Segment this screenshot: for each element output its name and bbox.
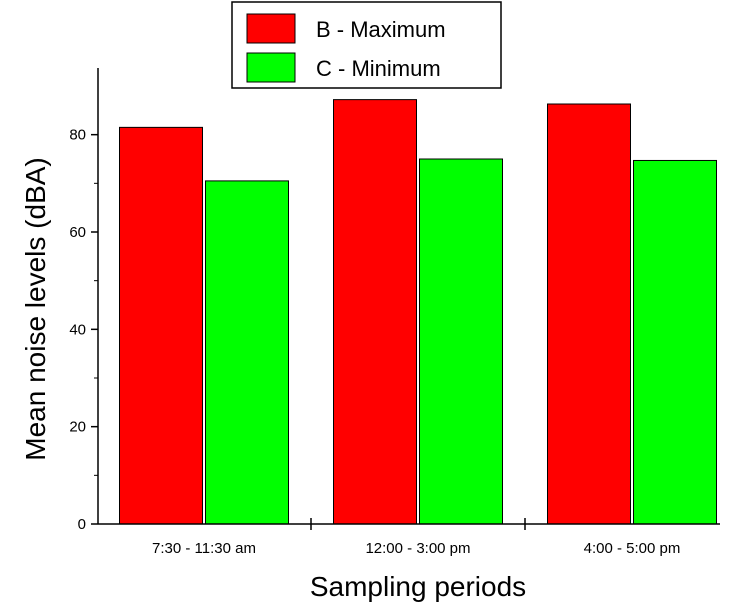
x-tick-label-7-30-11-30-am: 7:30 - 11:30 am [152, 540, 256, 557]
y-axis-ticks: 0 20 40 60 80 [69, 127, 98, 533]
legend-swatch-c-minimum [246, 52, 296, 83]
y-tick-label-80: 80 [69, 127, 86, 144]
bar-b-maximum-4-00-5-00-pm [547, 103, 631, 525]
x-axis-title: Sampling periods [310, 571, 526, 602]
x-tick-label-4-00-5-00-pm: 4:00 - 5:00 pm [584, 540, 681, 557]
legend-label-c-minimum: C - Minimum [316, 56, 441, 81]
bar-b-maximum-12-00-3-00-pm [333, 99, 417, 525]
bar-b-maximum-7-30-11-30-am [119, 126, 203, 525]
bar-c-minimum-12-00-3-00-pm [419, 158, 503, 525]
x-axis-ticks: 7:30 - 11:30 am 12:00 - 3:00 pm 4:00 - 5:0… [152, 518, 680, 557]
y-tick-label-60: 60 [69, 224, 86, 241]
legend: B - Maximum C - Minimum [231, 1, 502, 89]
y-axis-title: Mean noise levels (dBA) [20, 157, 51, 460]
legend-label-b-maximum: B - Maximum [316, 17, 446, 42]
y-tick-label-40: 40 [69, 321, 86, 338]
legend-swatch-b-maximum [246, 13, 296, 44]
y-tick-label-0: 0 [78, 516, 86, 533]
y-tick-label-20: 20 [69, 419, 86, 436]
bars [119, 99, 717, 525]
x-tick-label-12-00-3-00-pm: 12:00 - 3:00 pm [365, 540, 470, 557]
bar-c-minimum-7-30-11-30-am [205, 180, 289, 525]
bar-c-minimum-4-00-5-00-pm [633, 159, 717, 525]
